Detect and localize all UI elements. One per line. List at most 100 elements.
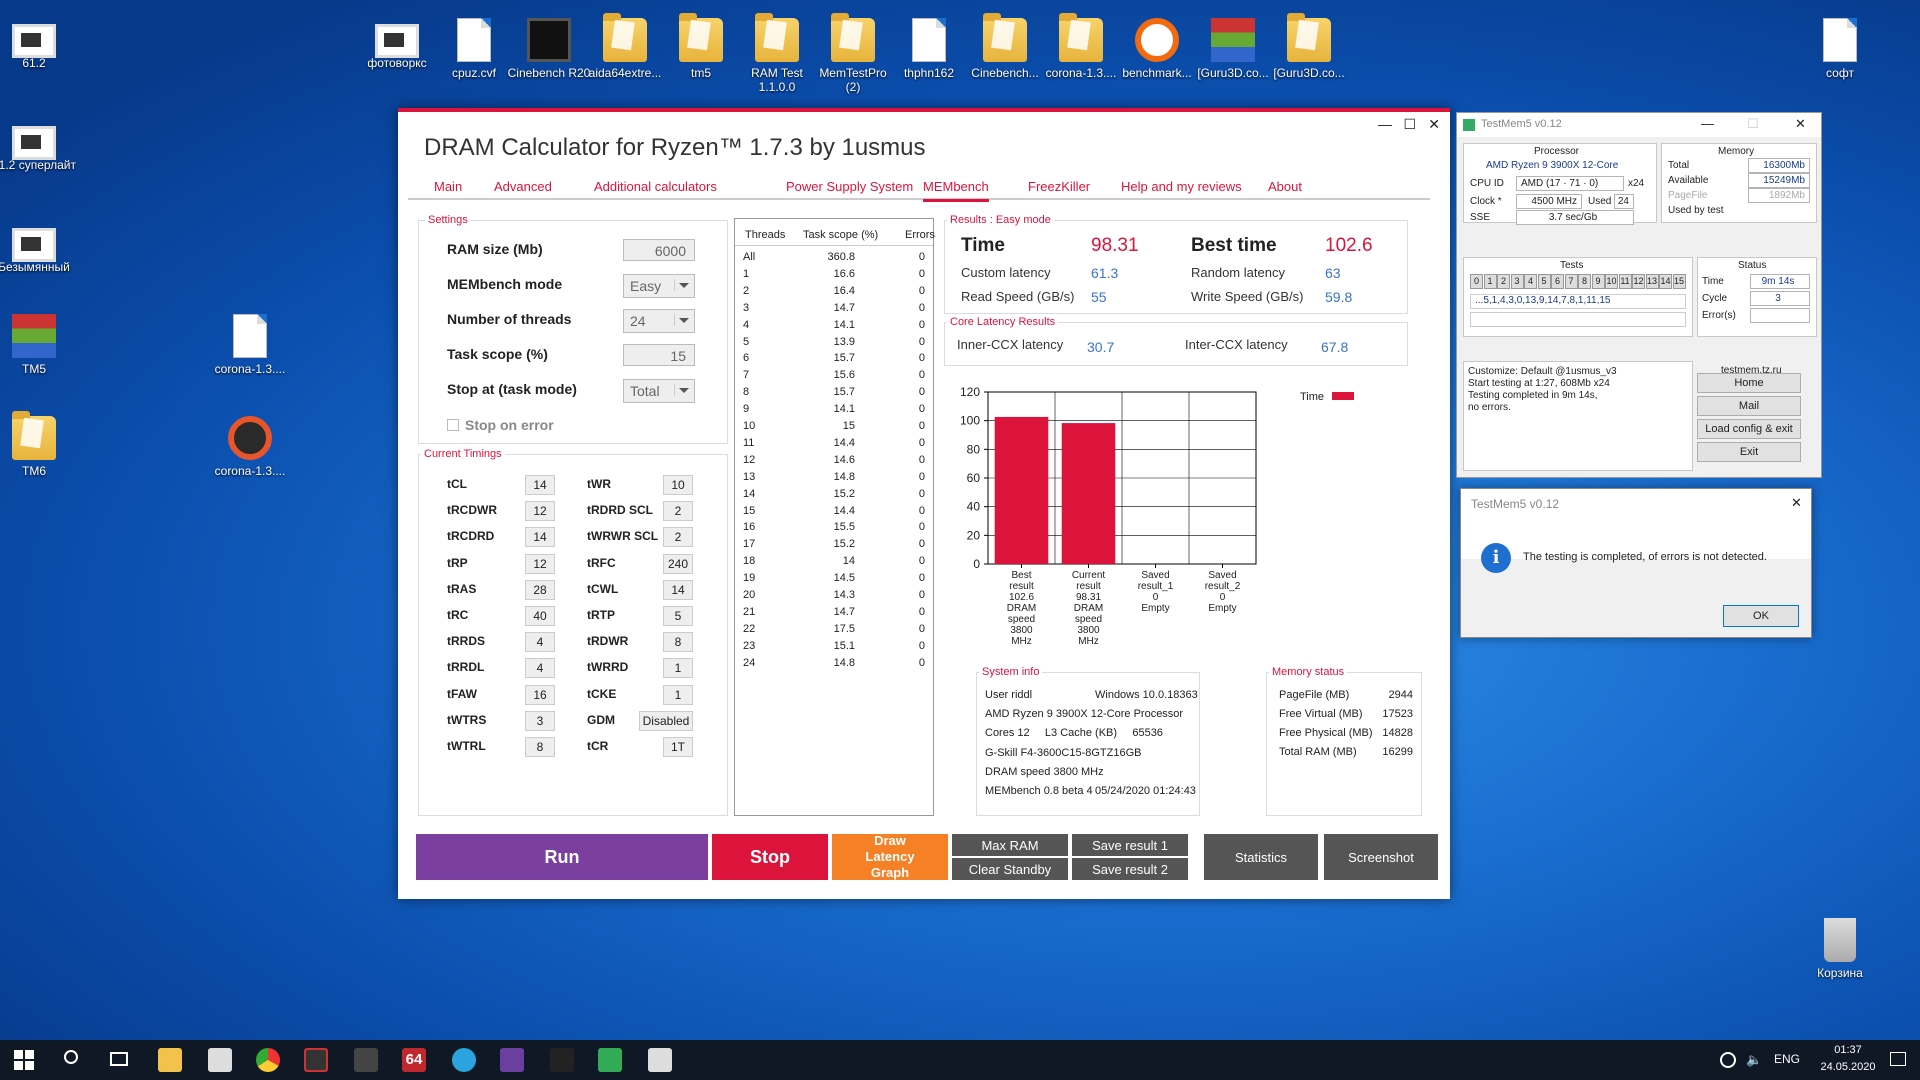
timing-value: 1T (663, 737, 693, 757)
aida64-icon[interactable]: 64 (402, 1048, 426, 1072)
membench-mode-select[interactable]: Easy (623, 274, 695, 298)
draw-latency-graph-button[interactable]: Draw Latency Graph (832, 833, 948, 880)
tab-membench[interactable]: MEMbench (923, 179, 989, 202)
desktop-icon[interactable]: MemTestPro (2) (811, 13, 895, 94)
timing-value: 2 (663, 527, 693, 548)
x-tick-label: result_1 (1138, 581, 1174, 592)
timing-label: tFAW (447, 686, 477, 701)
minimize-button[interactable]: — (1701, 116, 1714, 131)
desktop-icon[interactable]: [Guru3D.co... (1191, 18, 1275, 80)
desktop-icon[interactable]: benchmark... (1115, 18, 1199, 80)
tab-additional-calculators[interactable]: Additional calculators (594, 179, 717, 194)
home-button[interactable]: Home (1697, 373, 1801, 393)
desktop-icon[interactable]: TM6 (0, 411, 76, 478)
processor-name: AMD Ryzen 9 3900X 12-Core (1486, 160, 1619, 171)
stop-button[interactable]: Stop (712, 834, 828, 880)
desktop-icon[interactable]: софт (1798, 18, 1882, 80)
mail-icon[interactable] (208, 1048, 232, 1072)
desktop-icon[interactable]: 61.2 (0, 18, 76, 70)
save-result-2-button[interactable]: Save result 2 (1072, 858, 1188, 880)
maximize-button[interactable]: ☐ (1747, 116, 1759, 131)
timing-label: GDM (587, 712, 615, 727)
tests-label: Tests (1560, 260, 1584, 271)
ryzen-master-icon[interactable] (304, 1048, 328, 1072)
thread-scope: 15.6 (833, 369, 855, 382)
desktop-icon[interactable]: corona-1.3.... (208, 314, 292, 376)
notifications-icon[interactable] (1890, 1052, 1906, 1066)
max-ram-button[interactable]: Max RAM (952, 834, 1068, 856)
close-button[interactable]: ✕ (1428, 116, 1440, 132)
thread-errors: 0 (918, 453, 925, 466)
table-row: 3 14.7 0 (735, 302, 935, 319)
desktop-icon[interactable]: [Guru3D.co... (1267, 13, 1351, 80)
desktop-icon[interactable]: tm5 (659, 13, 743, 80)
dram-calc-icon[interactable] (354, 1048, 378, 1072)
desktop-icon[interactable]: Cinebench... (963, 13, 1047, 80)
cpuz-icon[interactable] (500, 1048, 524, 1072)
desktop-icon[interactable]: Корзина (1798, 918, 1882, 980)
window-title: DRAM Calculator for Ryzen™ 1.7.3 by 1usm… (424, 134, 926, 161)
memory-status-panel: Memory status PageFile (MB) 2944 Free Virt… (1266, 666, 1422, 816)
chrome-icon[interactable] (256, 1048, 280, 1072)
tab-help-and-my-reviews[interactable]: Help and my reviews (1121, 179, 1242, 194)
legend-label: Time (1300, 391, 1324, 403)
ok-button[interactable]: OK (1723, 605, 1799, 627)
file-explorer-icon[interactable] (158, 1048, 182, 1072)
desktop-icon[interactable]: TM5 (0, 314, 76, 376)
load-config-exit-button[interactable]: Load config & exit (1697, 419, 1801, 439)
start-icon[interactable] (14, 1050, 34, 1070)
language-indicator[interactable]: ENG (1774, 1052, 1801, 1066)
sse-value: 3.7 sec/Gb (1516, 210, 1634, 225)
ram-size-input[interactable]: 6000 (623, 239, 695, 261)
stop-on-error-checkbox[interactable] (447, 419, 459, 431)
tab-freezkiller[interactable]: FreezKiller (1028, 179, 1091, 194)
desktop-icon[interactable]: RAM Test 1.1.0.0 (735, 13, 819, 94)
desktop-icon[interactable]: 61.2 суперлайт (0, 120, 76, 172)
desktop-icon[interactable]: фотоворкс (355, 18, 439, 70)
desktop-icon[interactable]: cpuz.cvf (432, 18, 516, 80)
save-result-1-button[interactable]: Save result 1 (1072, 834, 1188, 856)
site-link[interactable]: testmem.tz.ru (1721, 365, 1782, 376)
statistics-button[interactable]: Statistics (1204, 834, 1318, 880)
hwinfo-icon[interactable] (550, 1048, 574, 1072)
task-view-icon[interactable] (110, 1052, 128, 1066)
tab-main[interactable]: Main (434, 179, 463, 194)
search-icon[interactable] (64, 1050, 78, 1064)
testmem-icon[interactable] (598, 1048, 622, 1072)
volume-muted-icon[interactable]: 🔈 (1746, 1052, 1763, 1067)
task-scope-input[interactable]: 15 (623, 344, 695, 366)
desktop-icon[interactable]: corona-1.3.... (1039, 13, 1123, 80)
screenshot-button[interactable]: Screenshot (1324, 834, 1438, 880)
maximize-button[interactable]: ☐ (1403, 116, 1416, 132)
clear-standby-button[interactable]: Clear Standby (952, 858, 1068, 880)
threads-select[interactable]: 24 (623, 309, 695, 333)
test-cell: 7 (1564, 274, 1578, 289)
task-scope-label: Task scope (%) (447, 346, 548, 362)
minimize-button[interactable]: — (1378, 116, 1392, 132)
desktop-icon[interactable]: Безымянный (0, 222, 76, 274)
stop-at-select[interactable]: Total (623, 379, 695, 403)
run-button[interactable]: Run (416, 834, 708, 880)
desktop-icon[interactable]: Cinebench R20 (507, 18, 591, 80)
window-icon[interactable] (648, 1048, 672, 1072)
desktop-icon[interactable]: aida64extre... (583, 13, 667, 80)
tab-about[interactable]: About (1268, 179, 1302, 194)
tab-advanced[interactable]: Advanced (494, 179, 552, 194)
mail-button[interactable]: Mail (1697, 396, 1801, 416)
close-button[interactable]: ✕ (1795, 116, 1806, 131)
desktop-icon[interactable]: corona-1.3.... (208, 416, 292, 478)
close-icon[interactable]: ✕ (1791, 495, 1802, 510)
timing-value: 14 (663, 579, 693, 600)
x-tick-label: Empty (1141, 603, 1169, 614)
tab-power-supply-system[interactable]: Power Supply System (786, 179, 914, 194)
exit-button[interactable]: Exit (1697, 442, 1801, 462)
clock-date[interactable]: 24.05.2020 (1820, 1061, 1876, 1073)
clock-time[interactable]: 01:37 (1834, 1044, 1862, 1056)
time-value: 98.31 (1091, 235, 1139, 256)
timing-value: 10 (663, 475, 693, 495)
x-tick-label: Saved (1141, 570, 1169, 581)
x-tick-label: speed (1008, 614, 1035, 625)
telegram-icon[interactable] (452, 1048, 476, 1072)
desktop-icon[interactable]: thphn162 (887, 18, 971, 80)
network-icon[interactable] (1720, 1052, 1736, 1068)
